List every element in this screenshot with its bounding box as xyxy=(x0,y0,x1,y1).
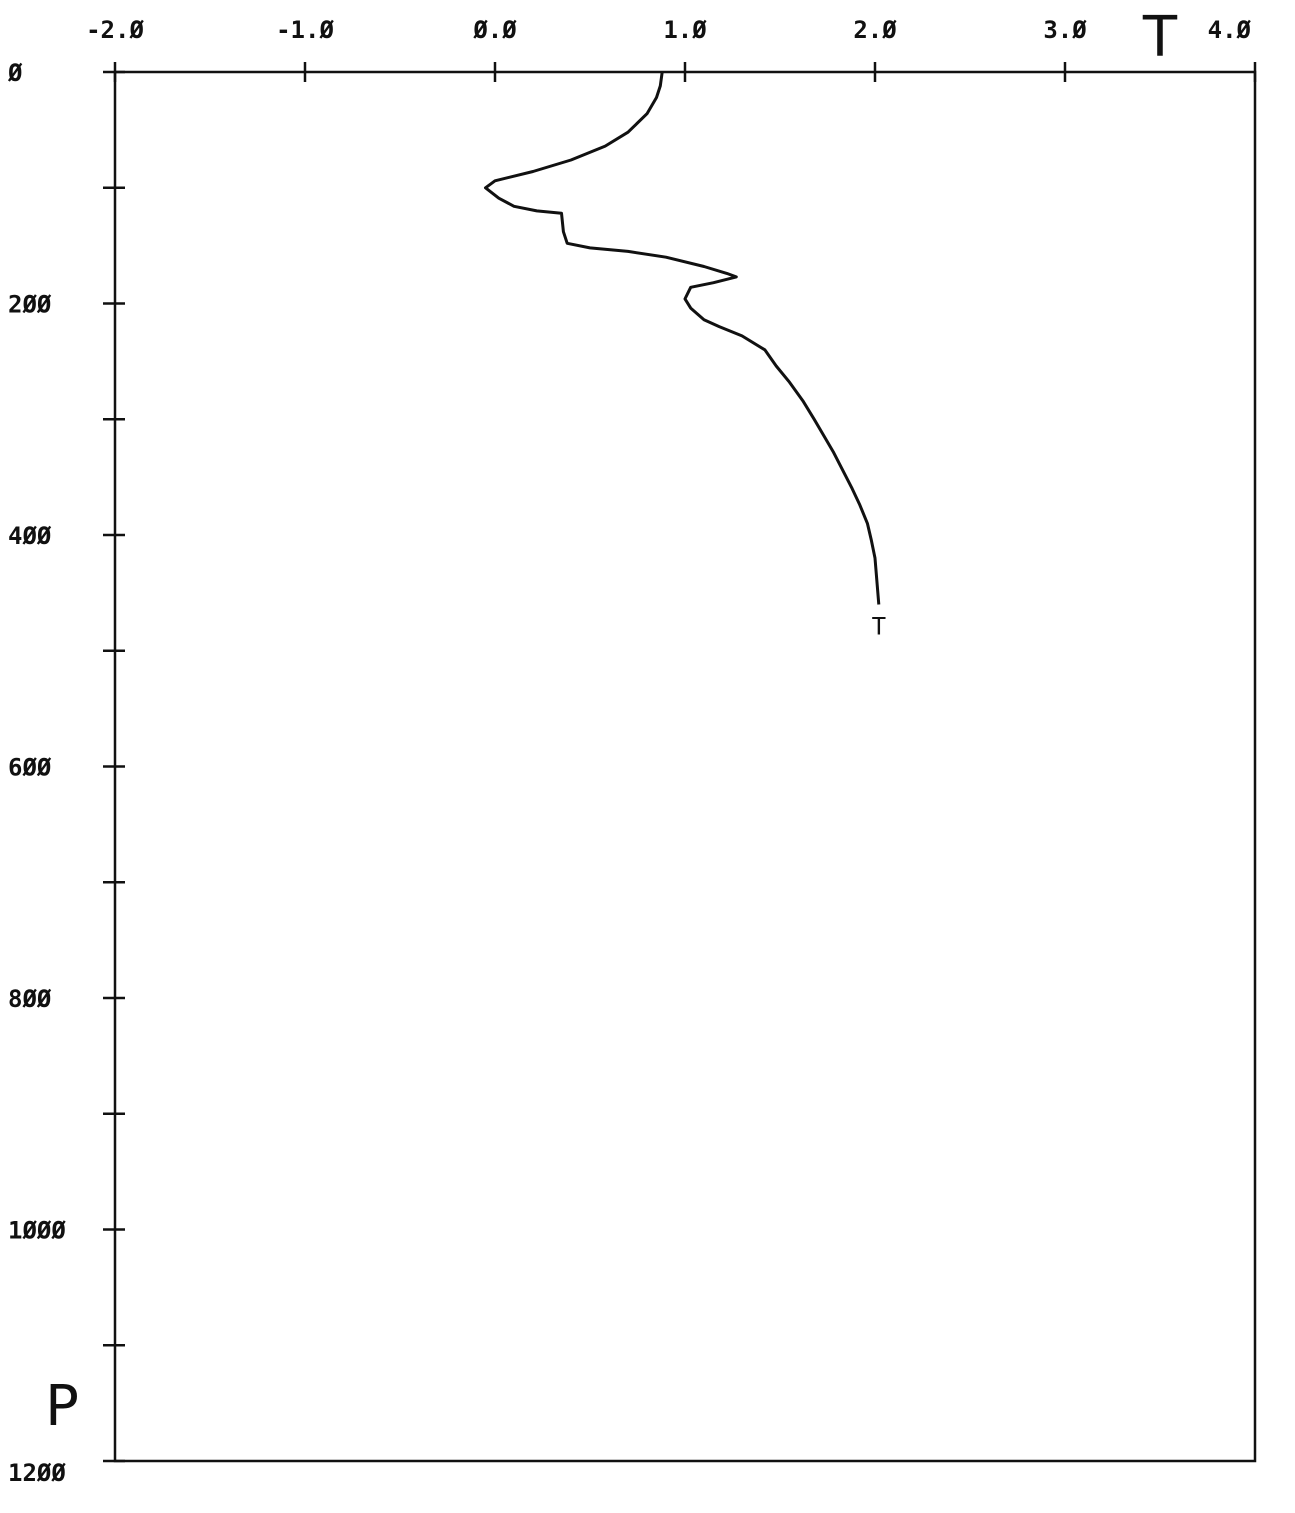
y-tick-label: 6ØØ xyxy=(8,754,52,782)
x-axis-ticks: -2.Ø -1.Ø Ø.Ø 1.Ø 2.Ø 3.Ø 4.Ø xyxy=(86,16,1257,82)
y-tick-label: 2ØØ xyxy=(8,291,52,319)
x-tick-label: 3.Ø xyxy=(1043,16,1087,44)
plot-frame xyxy=(113,70,1257,1463)
y-tick-label: 12ØØ xyxy=(8,1459,66,1487)
y-tick-label: 8ØØ xyxy=(8,985,52,1013)
x-tick-label: 2.Ø xyxy=(853,16,897,44)
x-axis-title: T xyxy=(1142,5,1178,70)
temperature-profile-line xyxy=(484,71,881,605)
y-axis-ticks: Ø 2ØØ 4ØØ 6ØØ 8ØØ 1ØØØ 12ØØ xyxy=(7,59,125,1487)
y-tick-label: 1ØØØ xyxy=(8,1217,66,1245)
y-tick-label: Ø xyxy=(7,59,23,87)
x-tick-label: Ø.Ø xyxy=(472,16,517,44)
y-axis-title: P xyxy=(45,1374,79,1439)
x-tick-label: 4.Ø xyxy=(1208,16,1252,44)
x-tick-label: -1.Ø xyxy=(276,16,334,44)
x-tick-label: -2.Ø xyxy=(86,16,144,44)
y-tick-label: 4ØØ xyxy=(8,522,52,550)
x-tick-label: 1.Ø xyxy=(663,16,707,44)
profile-end-marker: T xyxy=(872,613,886,641)
